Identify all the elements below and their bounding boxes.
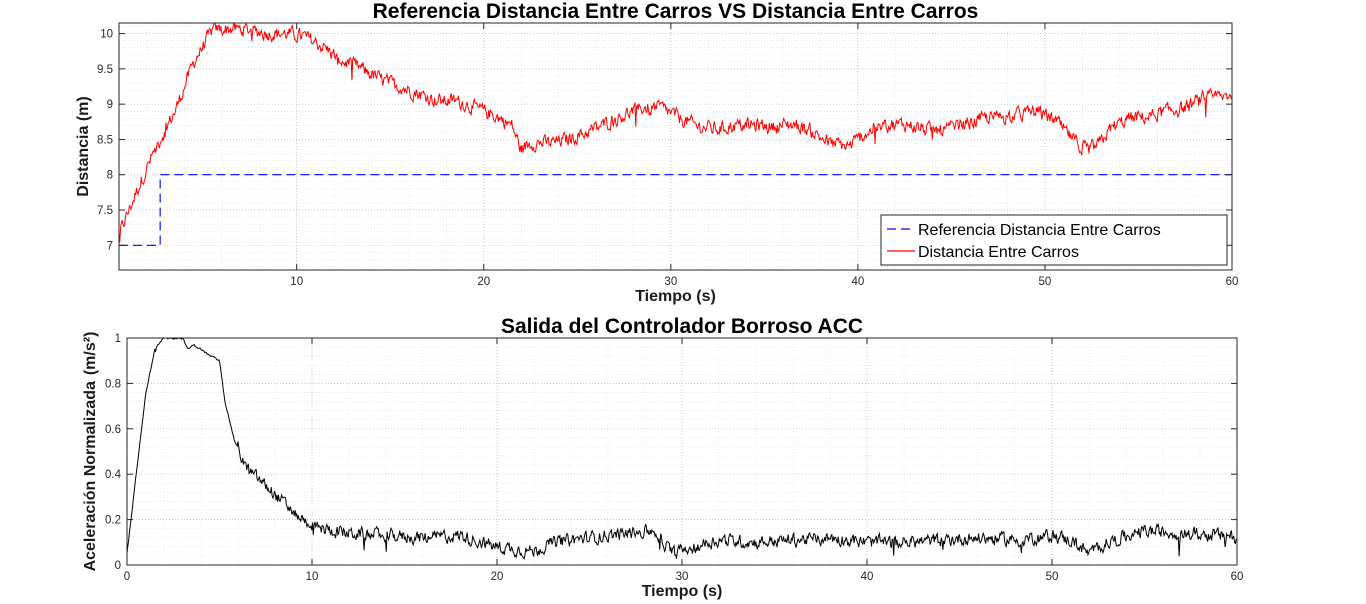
y-tick-label: 1 [115,333,121,345]
top-legend: Referencia Distancia Entre Carros Distan… [880,214,1228,266]
top-axes-series [118,22,1233,246]
x-tick-label: 20 [477,276,490,288]
bottom-y-axis-label-text: Aceleración Normalizada [82,381,99,571]
bottom-y-axis-label-unit: (m/s²) [82,332,99,376]
bottom-axes-grid [126,337,1238,566]
y-tick-label: 7 [107,240,113,252]
top-x-axis-label: Tiempo (s) [635,288,716,305]
series-line-0-1 [118,22,1233,243]
bottom-axes: 0 10 20 30 40 50 60 0 0.2 0.4 0.6 0.8 1 Salida del C… [82,315,1243,600]
series-line-1-0 [126,337,1238,560]
x-tick-label: 60 [1231,571,1244,583]
bottom-axes-series [126,337,1238,560]
y-tick-label: 0.8 [105,378,121,390]
x-tick-label: 10 [306,571,319,583]
x-tick-label: 40 [851,276,864,288]
x-tick-label: 20 [491,571,504,583]
bottom-x-axis-label: Tiempo (s) [642,583,723,600]
legend-entry-distance: Distancia Entre Carros [918,244,1079,261]
bottom-y-axis-label: Aceleración Normalizada (m/s²) [82,332,99,572]
x-tick-label: 60 [1226,276,1239,288]
y-tick-label: 0.2 [105,515,121,527]
x-tick-label: 10 [290,276,303,288]
y-tick-label: 0.4 [105,469,122,481]
x-tick-label: 50 [1039,276,1052,288]
top-chart-title: Referencia Distancia Entre Carros VS Dis… [373,0,979,23]
y-tick-label: 8 [107,170,113,182]
y-tick-label: 10 [100,29,113,41]
bottom-chart-title: Salida del Controlador Borroso ACC [501,315,863,338]
y-tick-label: 7.5 [97,205,113,217]
y-tick-label: 9 [107,99,113,111]
y-tick-label: 0.6 [105,424,121,436]
x-tick-label: 30 [664,276,677,288]
top-y-axis-label: Distancia (m) [75,96,92,196]
y-tick-label: 9.5 [97,64,113,76]
x-tick-label: 0 [124,571,130,583]
top-axes-box [118,22,1233,271]
bottom-axes-ticks: 0 10 20 30 40 50 60 0 0.2 0.4 0.6 0.8 1 [105,333,1243,583]
x-tick-label: 50 [1046,571,1059,583]
legend-box [880,214,1228,266]
legend-entry-reference: Referencia Distancia Entre Carros [918,222,1161,239]
top-axes-ticks: 10 20 30 40 50 60 7 7.5 8 8.5 9 9.5 10 [97,23,1238,288]
y-tick-label: 8.5 [97,134,113,146]
series-line-0-0 [119,174,1232,246]
x-tick-label: 30 [676,571,689,583]
x-tick-label: 40 [861,571,874,583]
y-tick-label: 0 [115,560,121,572]
top-axes: 10 20 30 40 50 60 7 7.5 8 8.5 9 9.5 10 Referencia Di… [75,0,1238,305]
